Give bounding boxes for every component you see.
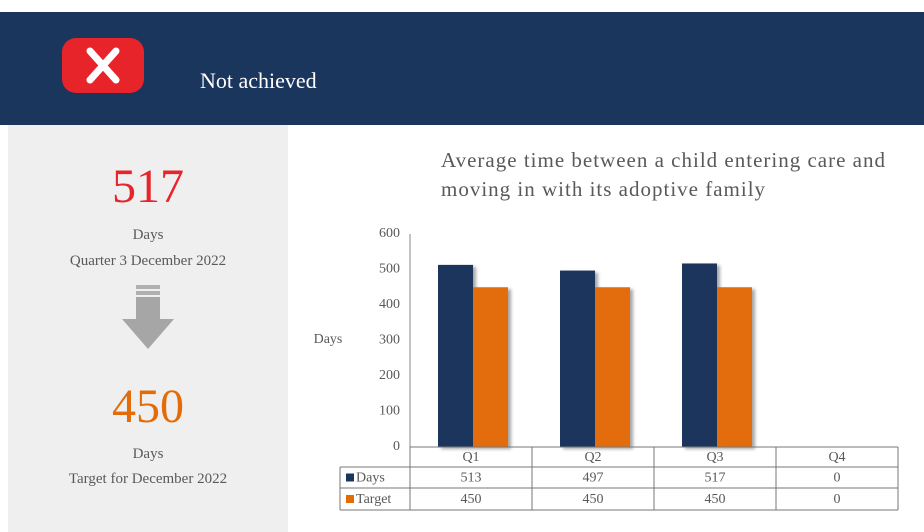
down-arrow [122, 285, 174, 349]
y-tick-label: 500 [379, 262, 400, 277]
y-tick-label: 600 [379, 226, 400, 241]
x-tick-label: Q2 [584, 450, 601, 465]
y-tick-label: 400 [379, 297, 400, 312]
summary-panel: 517 Days Quarter 3 December 2022 450 Day… [8, 125, 288, 532]
bar [595, 287, 630, 447]
table-value: 513 [461, 471, 482, 486]
bar [473, 287, 508, 447]
table-value: 450 [461, 492, 482, 507]
legend-label: Days [356, 471, 385, 486]
bar [682, 263, 717, 447]
table-value: 0 [834, 492, 841, 507]
actual-period: Quarter 3 December 2022 [69, 253, 227, 269]
actual-unit: Days [132, 227, 164, 243]
table-value: 450 [583, 492, 604, 507]
header: Not achieved [0, 12, 924, 125]
table-value: 0 [834, 471, 841, 486]
y-axis-label: Days [314, 332, 343, 347]
bar [717, 287, 752, 447]
chart-title: Average time between a child entering ca… [441, 148, 886, 201]
table-value: 450 [705, 492, 726, 507]
target-unit: Days [132, 446, 164, 462]
bar [438, 264, 473, 447]
x-tick-label: Q3 [706, 450, 723, 465]
y-tick-label: 0 [393, 439, 400, 454]
y-tick-label: 300 [379, 333, 400, 348]
legend-swatch [346, 473, 354, 482]
x-tick-label: Q4 [828, 450, 845, 465]
table-value: 497 [583, 471, 604, 486]
x-tick-label: Q1 [462, 450, 479, 465]
status-text: Not achieved [200, 68, 317, 93]
actual-value: 517 [112, 160, 184, 213]
table-value: 517 [705, 471, 726, 486]
status-icon [62, 38, 144, 93]
bar [560, 270, 595, 447]
target-period: Target for December 2022 [68, 471, 228, 487]
y-tick-label: 200 [379, 368, 400, 383]
legend-swatch [346, 495, 354, 503]
legend-label: Target [356, 492, 391, 507]
y-tick-label: 100 [379, 404, 400, 419]
target-value: 450 [112, 380, 184, 433]
